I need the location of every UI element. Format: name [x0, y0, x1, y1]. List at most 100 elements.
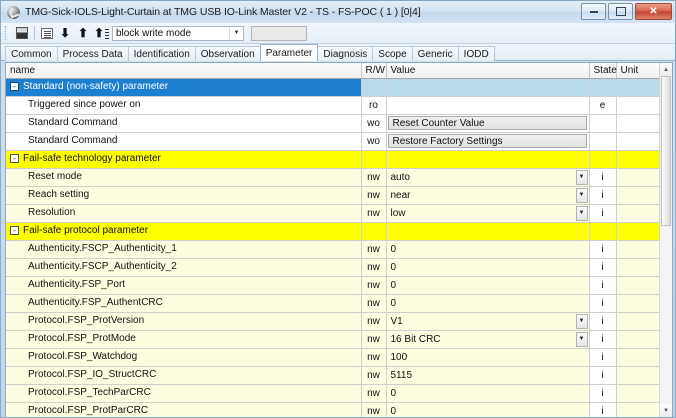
collapse-expander-icon[interactable]: - — [10, 154, 19, 164]
cell-name[interactable]: Authenticity.FSCP_Authenticity_2 — [6, 258, 362, 277]
cell-name[interactable]: - Standard (non-safety) parameter — [6, 78, 362, 97]
cell-name[interactable]: Protocol.FSP_ProtParCRC — [6, 402, 362, 417]
table-row[interactable]: Authenticity.FSP_AuthentCRC nw 0 i — [6, 294, 659, 313]
chevron-down-icon[interactable]: ▼ — [575, 331, 588, 347]
cell-value[interactable]: 0 — [386, 402, 590, 417]
tab-generic[interactable]: Generic — [411, 46, 459, 61]
save-button[interactable] — [13, 25, 31, 42]
cell-name[interactable]: Authenticity.FSP_Port — [6, 276, 362, 295]
chevron-down-icon[interactable]: ▼ — [575, 187, 588, 203]
cell-value[interactable]: low ▼ — [386, 204, 590, 223]
cell-name[interactable]: - Fail-safe technology parameter — [6, 150, 362, 169]
cell-value[interactable]: 100 — [386, 348, 590, 367]
scroll-up-icon[interactable]: ▲ — [660, 63, 672, 76]
cell-value[interactable]: Reset Counter Value — [386, 114, 590, 133]
tab-identification[interactable]: Identification — [127, 46, 196, 61]
cell-name[interactable]: Standard Command — [6, 114, 362, 133]
list-indent-button[interactable] — [38, 25, 56, 42]
cell-value[interactable]: 0 — [386, 258, 590, 277]
minimize-button[interactable] — [581, 3, 606, 20]
cell-value[interactable]: 0 — [386, 276, 590, 295]
cell-value[interactable]: 0 — [386, 294, 590, 313]
cell-name[interactable]: Protocol.FSP_ProtVersion — [6, 312, 362, 331]
cell-value[interactable] — [386, 96, 590, 115]
command-button[interactable]: Reset Counter Value — [387, 116, 587, 130]
value-text[interactable]: 0 — [390, 243, 397, 255]
column-header-name[interactable]: name — [6, 63, 362, 79]
scrollbar-thumb[interactable] — [661, 76, 671, 226]
vertical-scrollbar[interactable]: ▲ ▼ — [659, 63, 672, 417]
cell-name[interactable]: Protocol.FSP_ProtMode — [6, 330, 362, 349]
toolbar-text-field[interactable] — [251, 25, 307, 41]
table-row[interactable]: Standard Command wo Restore Factory Settin… — [6, 132, 659, 151]
cell-name[interactable]: - Fail-safe protocol parameter — [6, 222, 362, 241]
value-select[interactable]: V1 ▼ — [387, 313, 589, 330]
table-group-row[interactable]: - Fail-safe protocol parameter — [6, 222, 659, 241]
cell-value[interactable]: 0 — [386, 240, 590, 259]
cell-value[interactable]: 16 Bit CRC ▼ — [386, 330, 590, 349]
value-text[interactable]: 5115 — [390, 369, 413, 381]
cell-name[interactable]: Authenticity.FSP_AuthentCRC — [6, 294, 362, 313]
cell-name[interactable]: Triggered since power on — [6, 96, 362, 115]
table-row[interactable]: Reset mode nw auto ▼ i — [6, 168, 659, 187]
cell-value[interactable]: auto ▼ — [386, 168, 590, 187]
tab-parameter[interactable]: Parameter — [259, 44, 319, 61]
value-select[interactable]: 16 Bit CRC ▼ — [387, 331, 589, 348]
cell-name[interactable]: Protocol.FSP_IO_StructCRC — [6, 366, 362, 385]
table-row[interactable]: Standard Command wo Reset Counter Value — [6, 114, 659, 133]
table-row[interactable]: Protocol.FSP_ProtParCRC nw 0 i — [6, 402, 659, 417]
tab-diagnosis[interactable]: Diagnosis — [317, 46, 374, 61]
cell-name[interactable]: Resolution — [6, 204, 362, 223]
scroll-down-icon[interactable]: ▼ — [660, 404, 672, 417]
chevron-down-icon[interactable]: ▼ — [575, 169, 588, 185]
table-row[interactable]: Protocol.FSP_TechParCRC nw 0 i — [6, 384, 659, 403]
tab-process-data[interactable]: Process Data — [56, 46, 129, 61]
cell-value[interactable]: V1 ▼ — [386, 312, 590, 331]
maximize-button[interactable] — [608, 3, 633, 20]
collapse-expander-icon[interactable]: - — [10, 82, 19, 92]
cell-value[interactable] — [386, 222, 590, 241]
cell-value[interactable]: 0 — [386, 384, 590, 403]
table-row[interactable]: Authenticity.FSP_Port nw 0 i — [6, 276, 659, 295]
toolbar-grip[interactable] — [5, 26, 10, 40]
command-button[interactable]: Restore Factory Settings — [387, 134, 587, 148]
column-header-unit[interactable]: Unit — [616, 63, 659, 79]
close-button[interactable]: ✕ — [635, 3, 672, 20]
tab-common[interactable]: Common — [5, 46, 58, 61]
table-group-row[interactable]: - Fail-safe technology parameter — [6, 150, 659, 169]
table-row[interactable]: Authenticity.FSCP_Authenticity_1 nw 0 i — [6, 240, 659, 259]
column-header-rw[interactable]: R/W — [361, 63, 387, 79]
table-row[interactable]: Protocol.FSP_IO_StructCRC nw 5115 i — [6, 366, 659, 385]
cell-name[interactable]: Protocol.FSP_Watchdog — [6, 348, 362, 367]
table-row[interactable]: Triggered since power on ro e — [6, 96, 659, 115]
table-row[interactable]: Reach setting nw near ▼ i — [6, 186, 659, 205]
value-select[interactable]: near ▼ — [387, 187, 589, 204]
value-text[interactable]: 0 — [390, 279, 397, 291]
value-text[interactable]: 0 — [390, 387, 397, 399]
value-text[interactable]: 0 — [390, 405, 397, 417]
table-row[interactable]: Protocol.FSP_ProtVersion nw V1 ▼ i — [6, 312, 659, 331]
cell-name[interactable]: Protocol.FSP_TechParCRC — [6, 384, 362, 403]
column-header-value[interactable]: Value — [386, 63, 590, 79]
write-to-device-button[interactable]: ⬆ — [74, 25, 92, 42]
table-group-row[interactable]: - Standard (non-safety) parameter — [6, 78, 659, 97]
read-from-device-button[interactable]: ⬇ — [56, 25, 74, 42]
value-text[interactable]: 0 — [390, 261, 397, 273]
table-row[interactable]: Protocol.FSP_ProtMode nw 16 Bit CRC ▼ i — [6, 330, 659, 349]
value-select[interactable]: low ▼ — [387, 205, 589, 222]
table-row[interactable]: Authenticity.FSCP_Authenticity_2 nw 0 i — [6, 258, 659, 277]
value-text[interactable]: 100 — [390, 351, 408, 363]
cell-name[interactable]: Reach setting — [6, 186, 362, 205]
column-header-state[interactable]: State — [589, 63, 617, 79]
cell-value[interactable] — [386, 78, 590, 97]
write-mode-select[interactable]: block write mode ▼ — [112, 25, 244, 41]
chevron-down-icon[interactable]: ▼ — [575, 205, 588, 221]
cell-value[interactable]: Restore Factory Settings — [386, 132, 590, 151]
collapse-expander-icon[interactable]: - — [10, 226, 19, 236]
value-select[interactable]: auto ▼ — [387, 169, 589, 186]
cell-value[interactable]: near ▼ — [386, 186, 590, 205]
chevron-down-icon[interactable]: ▼ — [575, 313, 588, 329]
cell-value[interactable]: 5115 — [386, 366, 590, 385]
tab-scope[interactable]: Scope — [372, 46, 413, 61]
table-row[interactable]: Protocol.FSP_Watchdog nw 100 i — [6, 348, 659, 367]
